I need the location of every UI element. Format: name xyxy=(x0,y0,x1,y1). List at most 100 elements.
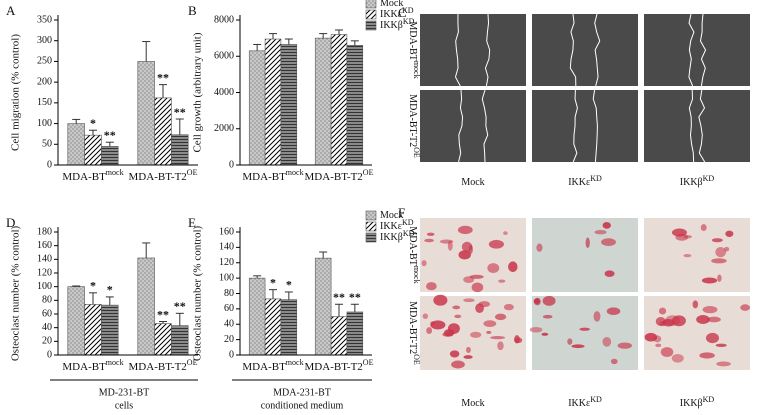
legend-label-sup: KD xyxy=(403,17,415,26)
stain-cell xyxy=(426,282,437,291)
bar xyxy=(84,134,102,166)
stain-cell xyxy=(471,282,484,293)
significance: ** xyxy=(174,299,186,313)
x-tick-label: MDA-BTmock xyxy=(242,358,303,373)
stain-cell xyxy=(724,246,730,252)
legend-label: IKKεKD xyxy=(380,6,414,20)
legend-label-main: Mock xyxy=(380,0,403,9)
row-label: MDA-BTmock xyxy=(407,226,421,283)
bar xyxy=(264,38,282,166)
stain-cell xyxy=(458,250,471,260)
y-tick-label: 100 xyxy=(37,281,52,292)
legend-swatch xyxy=(365,232,377,243)
x-tick-label-sup: OE xyxy=(187,358,198,367)
row-label: MDA-BTmock xyxy=(407,21,421,78)
stain-cell xyxy=(542,295,556,306)
stain-cell xyxy=(658,307,667,315)
y-tick-label: 100 xyxy=(219,272,234,283)
y-tick-label: 4000 xyxy=(214,87,234,98)
stain-cell xyxy=(659,321,667,327)
wound-edge xyxy=(458,89,464,163)
x-tick-label-sup: OE xyxy=(187,168,198,177)
significance: * xyxy=(270,275,276,289)
y-axis-label: Cell migration (% control) xyxy=(10,34,22,151)
y-tick-label: 300 xyxy=(37,35,52,46)
bar xyxy=(101,146,119,166)
x-tick-label: MDA-BT-T2OE xyxy=(129,168,198,183)
stain-cell xyxy=(700,224,707,232)
stain-cell xyxy=(483,320,497,327)
row-label-main: MDA-BT xyxy=(407,226,418,265)
bar xyxy=(248,277,266,356)
y-axis-label: Osteoclast number (% control) xyxy=(192,226,204,362)
y-axis-label: Osteoclast number (% control) xyxy=(10,226,22,362)
y-tick-label: 0 xyxy=(47,349,52,360)
y-tick-label: 80 xyxy=(224,288,234,299)
micrograph xyxy=(644,218,750,292)
legend-label-sup: KD xyxy=(402,218,414,227)
row-label: MDA-BT-T2OE xyxy=(407,301,421,365)
stain-cell xyxy=(715,247,726,258)
wound-edge xyxy=(569,13,577,87)
y-tick-label: 200 xyxy=(37,76,52,87)
stain-cell xyxy=(503,231,508,235)
stain-cell xyxy=(421,260,427,267)
row-label-main: MDA-BT-T2 xyxy=(407,301,418,354)
micrograph xyxy=(420,14,526,86)
x-tick-label-main: MDA-BT-T2 xyxy=(129,171,187,183)
legend-label: IKKβKD xyxy=(380,17,415,31)
micrograph xyxy=(532,14,638,86)
stain-cell xyxy=(447,240,453,251)
legend-swatch xyxy=(365,221,377,232)
y-tick-label: 160 xyxy=(219,226,234,237)
y-tick-label: 0 xyxy=(229,159,234,170)
bar xyxy=(137,61,155,166)
wound-edge xyxy=(484,13,491,87)
stain-cell xyxy=(503,303,514,311)
wound-edge xyxy=(688,13,695,87)
y-tick-label: 120 xyxy=(219,257,234,268)
legend-label-main: Mock xyxy=(380,210,403,221)
column-label: IKKεKD xyxy=(568,395,602,409)
significance: ** xyxy=(157,307,169,321)
stain-cell xyxy=(740,304,750,311)
wound-edge xyxy=(688,89,695,163)
bar xyxy=(171,325,189,356)
x-tick-label-main: MDA-BT xyxy=(62,171,106,183)
column-label: Mock xyxy=(461,177,484,188)
footer-label: conditioned medium xyxy=(261,400,344,411)
significance: ** xyxy=(174,105,186,119)
stain-cell xyxy=(487,263,500,274)
stain-cell xyxy=(478,301,491,308)
bar xyxy=(330,34,348,166)
micrograph xyxy=(532,90,638,162)
bar xyxy=(101,304,119,356)
x-tick-label-main: MDA-BT-T2 xyxy=(129,361,187,373)
micrograph xyxy=(420,90,526,162)
x-tick-label-sup: mock xyxy=(106,358,124,367)
stain-cell xyxy=(454,314,462,319)
x-tick-label: MDA-BTmock xyxy=(242,168,303,183)
bar xyxy=(264,298,282,356)
column-label: Mock xyxy=(461,398,484,409)
stain-cell xyxy=(488,239,504,249)
stain-cell xyxy=(701,277,718,284)
x-tick-label-sup: OE xyxy=(363,358,374,367)
x-tick-label-main: MDA-BT xyxy=(242,171,286,183)
y-tick-label: 80 xyxy=(42,295,52,306)
row-label: MDA-BT-T2OE xyxy=(407,94,421,158)
stain-cell xyxy=(541,332,549,336)
bar xyxy=(84,304,102,356)
stain-cell xyxy=(430,321,436,326)
y-tick-label: 160 xyxy=(37,240,52,251)
y-tick-label: 20 xyxy=(224,334,234,345)
stain-cell xyxy=(452,305,461,310)
column-label-main: IKKε xyxy=(568,398,590,409)
x-tick-label-sup: OE xyxy=(363,168,374,177)
bar xyxy=(346,45,364,166)
stain-cell xyxy=(601,238,616,247)
stain-cell xyxy=(426,327,433,334)
stain-cell xyxy=(717,274,722,282)
y-axis-label: Cell growth (arbitrary unit) xyxy=(192,32,204,152)
